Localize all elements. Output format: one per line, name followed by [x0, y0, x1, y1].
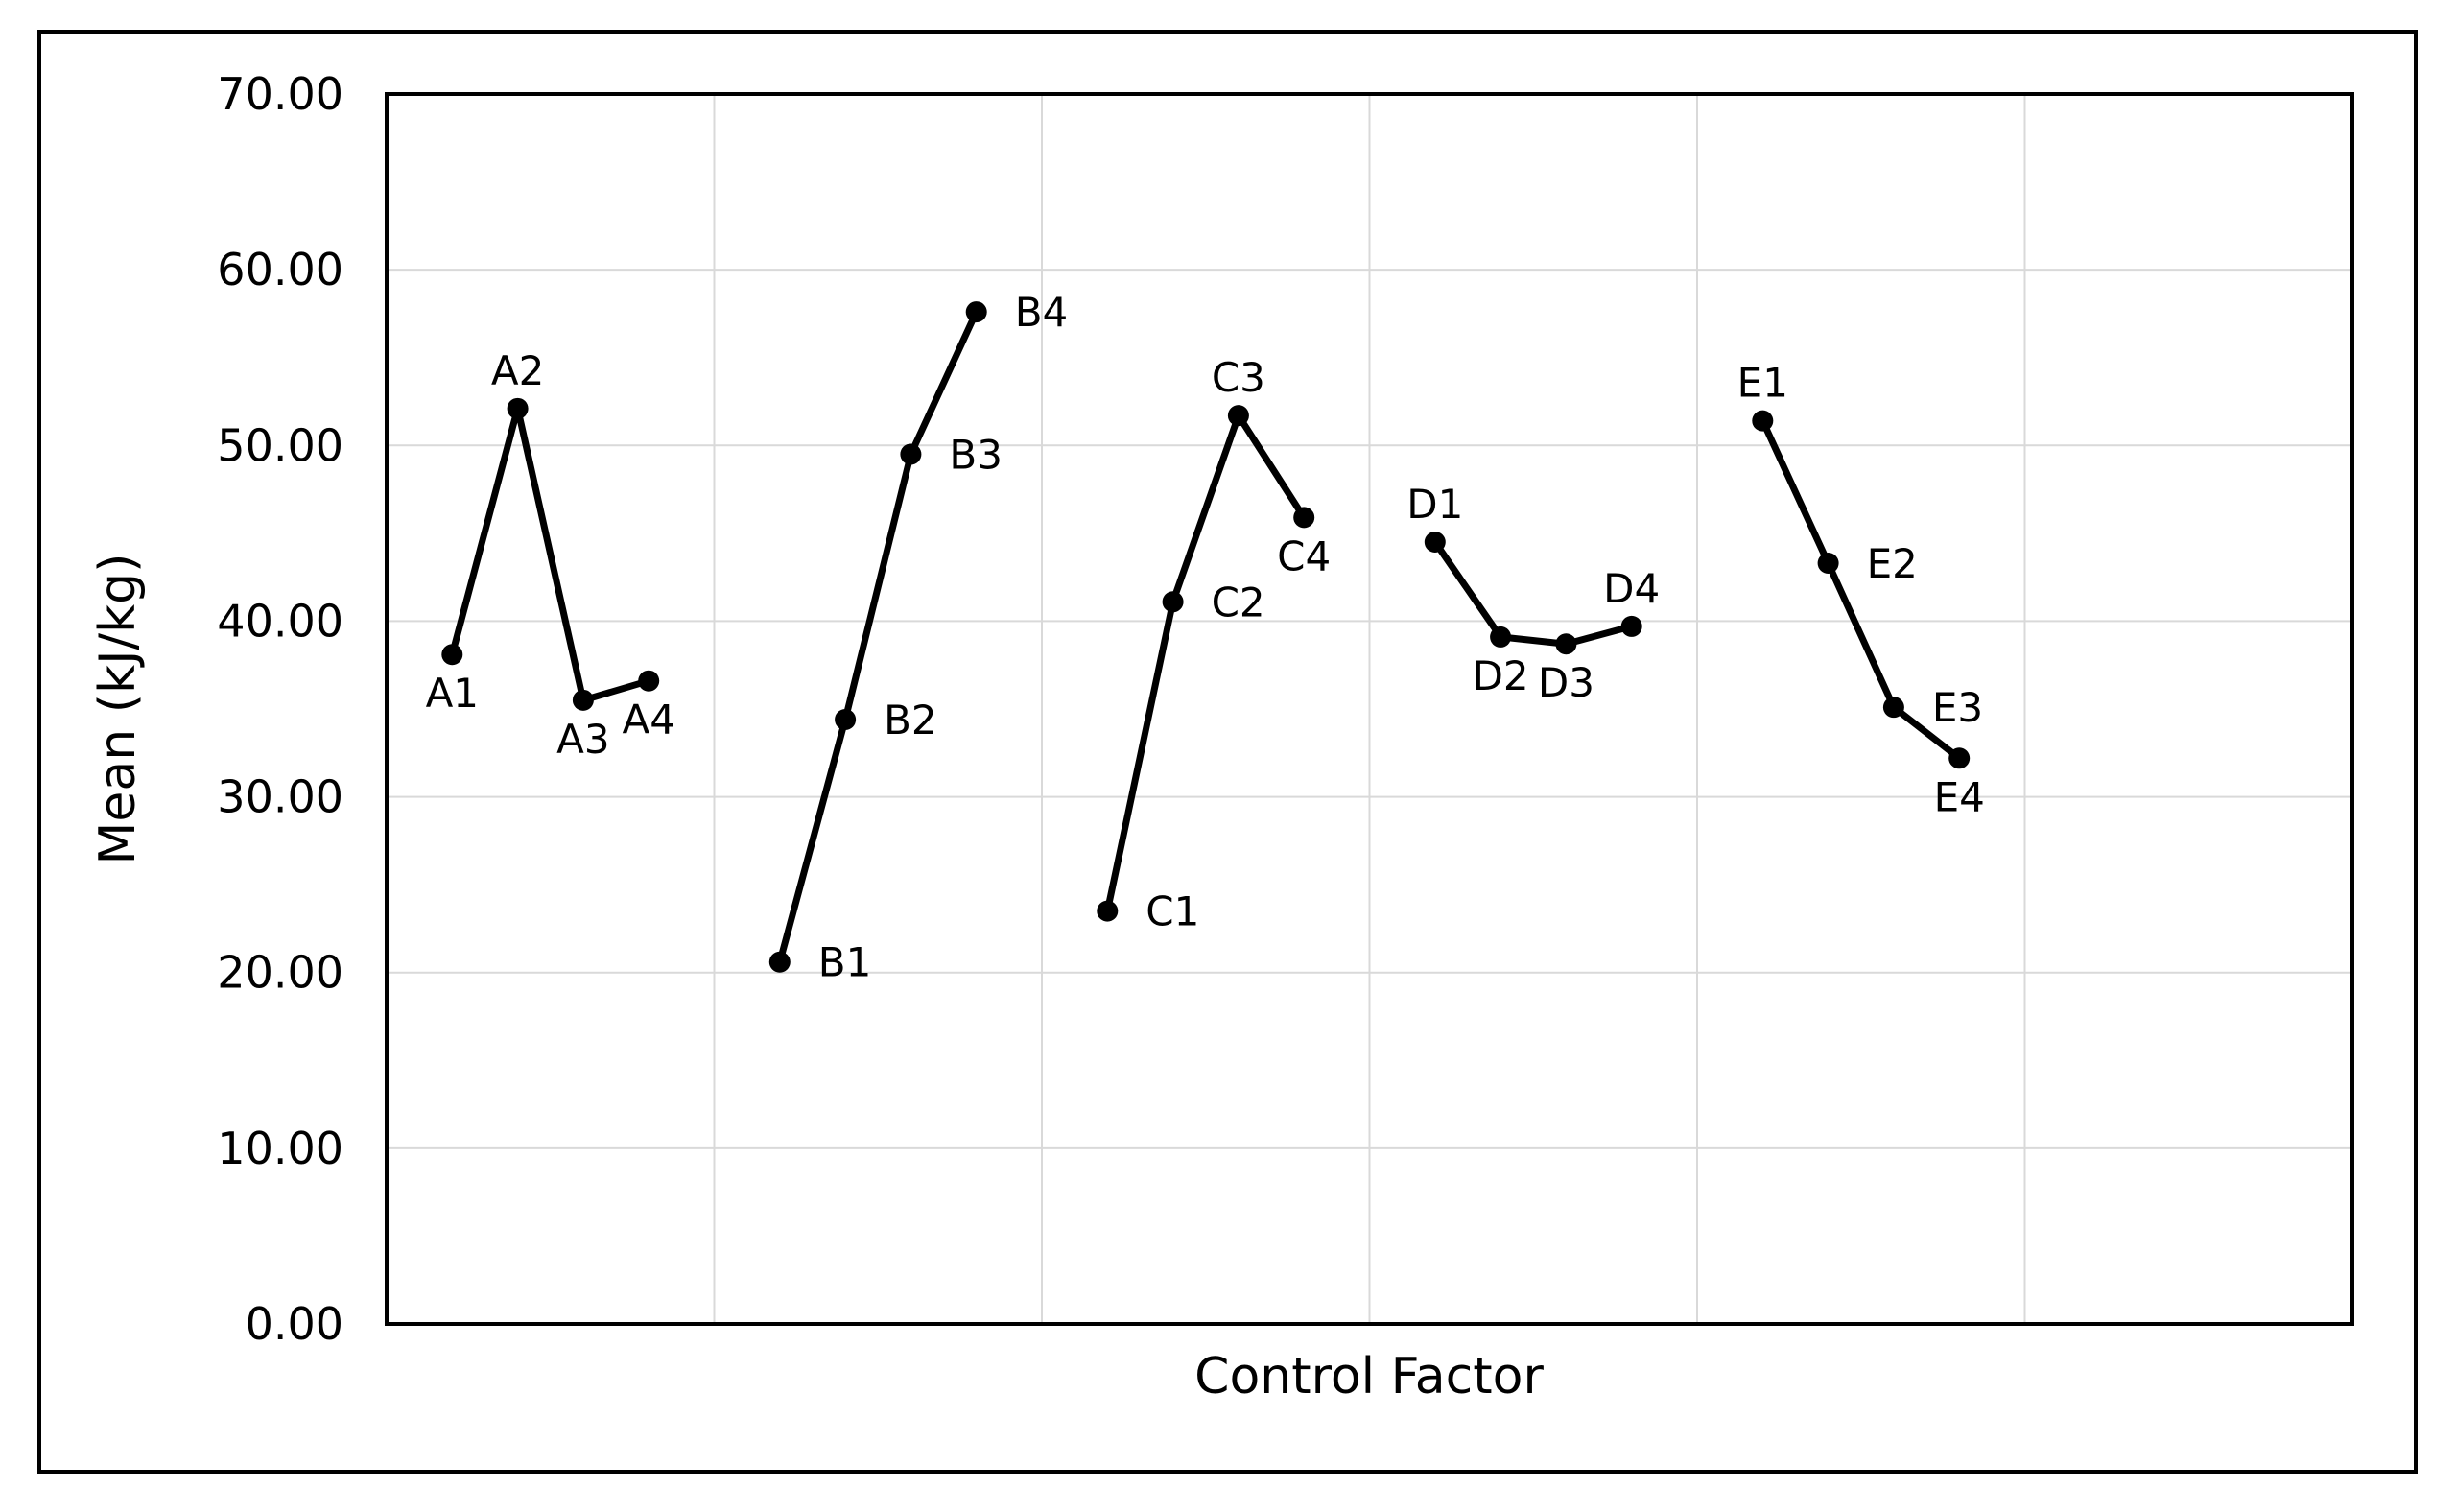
data-point-C1: [1097, 900, 1119, 922]
series-line-E: [1759, 417, 1963, 762]
point-label-B4: B4: [1015, 289, 1069, 336]
data-point-E3: [1882, 697, 1904, 719]
point-label-D1: D1: [1406, 481, 1463, 528]
data-point-C2: [1162, 591, 1184, 613]
series-line-A: [448, 405, 652, 704]
y-tick-label: 0.00: [246, 1298, 343, 1350]
point-label-C3: C3: [1212, 354, 1265, 401]
y-axis-title: Mean (kJ/kg): [89, 554, 147, 865]
y-tick-label: 40.00: [217, 595, 343, 647]
point-label-A3: A3: [556, 716, 609, 763]
plot-border-layer: [385, 92, 2354, 1326]
data-point-A1: [441, 644, 463, 666]
point-label-D2: D2: [1473, 652, 1529, 699]
point-label-D3: D3: [1538, 659, 1594, 706]
series-E: E1 E2 E3 E4: [1737, 360, 1985, 821]
plot-border: [385, 92, 2354, 1326]
data-point-B4: [965, 301, 987, 323]
point-label-B3: B3: [949, 431, 1003, 478]
series-A: A1 A2 A3 A4: [426, 347, 675, 763]
y-tick-label: 50.00: [217, 419, 343, 471]
point-label-B2: B2: [884, 697, 937, 744]
point-label-A1: A1: [426, 670, 479, 717]
gridlines-layer: [387, 94, 2352, 1324]
point-label-E3: E3: [1932, 684, 1983, 731]
point-label-A4: A4: [622, 697, 674, 744]
y-tick-label: 60.00: [217, 244, 343, 295]
data-point-B2: [835, 708, 857, 730]
data-point-E1: [1752, 410, 1774, 432]
point-label-C2: C2: [1212, 579, 1265, 626]
x-axis-title: Control Factor: [1194, 1348, 1544, 1406]
data-point-A4: [638, 670, 660, 692]
figure-border: [37, 30, 2418, 1474]
data-point-B3: [900, 443, 922, 465]
data-point-C4: [1293, 507, 1315, 529]
point-label-E4: E4: [1934, 773, 1985, 820]
point-label-E2: E2: [1867, 540, 1918, 587]
data-point-A3: [572, 689, 594, 711]
data-point-A2: [507, 397, 529, 419]
data-point-D4: [1620, 615, 1642, 637]
y-tick-label: 10.00: [217, 1122, 343, 1174]
data-point-D2: [1490, 626, 1512, 648]
point-label-D4: D4: [1603, 565, 1660, 612]
point-label-A2: A2: [491, 347, 544, 394]
data-point-D1: [1424, 532, 1446, 554]
series-line-C: [1103, 412, 1308, 915]
data-point-D3: [1555, 633, 1577, 655]
y-tick-label: 20.00: [217, 947, 343, 999]
point-label-E1: E1: [1737, 360, 1788, 407]
series-line-B: [776, 308, 980, 966]
series-C: C1 C2 C3 C4: [1097, 354, 1331, 935]
data-point-C3: [1227, 405, 1249, 427]
point-label-C4: C4: [1277, 532, 1331, 579]
y-tick-label: 70.00: [217, 68, 343, 120]
data-point-E4: [1948, 747, 1971, 769]
series-B: B1 B2 B3 B4: [768, 289, 1069, 986]
y-tick-label: 30.00: [217, 771, 343, 823]
point-label-B1: B1: [818, 939, 872, 986]
y-tick-labels-layer: 0.00 10.00 20.00 30.00 40.00 50.00 60.00 70.00: [217, 68, 343, 1350]
data-point-E2: [1817, 552, 1839, 574]
point-label-C1: C1: [1145, 888, 1199, 935]
series-line-D: [1431, 538, 1636, 648]
data-point-B1: [768, 951, 791, 973]
